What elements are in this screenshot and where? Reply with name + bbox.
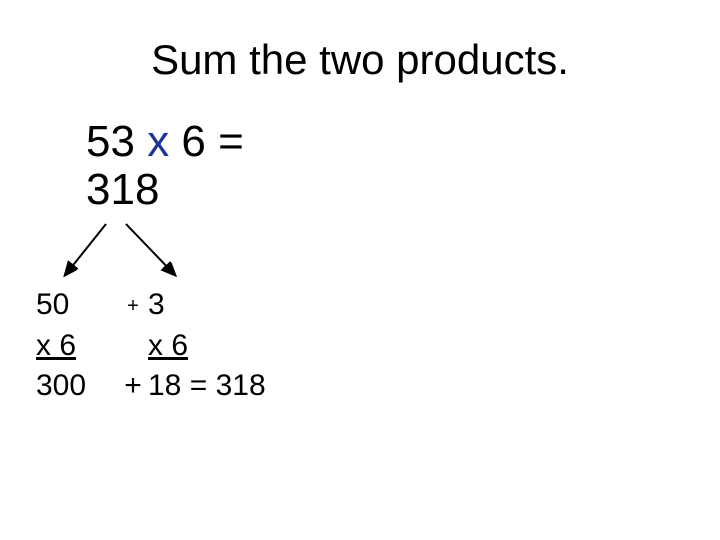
work-plus-small: + bbox=[118, 293, 148, 320]
work-right-mult: x 6 bbox=[148, 326, 208, 367]
work-right-product: 18 bbox=[148, 369, 181, 402]
work-equals: = bbox=[190, 369, 208, 402]
work-row-sum: 300+18 = 318 bbox=[36, 366, 266, 407]
slide: Sum the two products. 53 x 6 = 318 bbox=[0, 0, 720, 540]
work-left-addend: 50 bbox=[36, 285, 118, 326]
work-row-multipliers: x 6 x 6 bbox=[36, 326, 266, 367]
split-arrow-right-icon bbox=[0, 0, 720, 540]
work-plus-big: + bbox=[118, 366, 148, 407]
work-right-addend: 3 bbox=[148, 285, 208, 326]
work-block: 50+3 x 6x 6 300+18 = 318 bbox=[36, 285, 266, 407]
work-left-mult: x 6 bbox=[36, 326, 118, 367]
split-arrow-right-line bbox=[126, 224, 174, 274]
work-left-product: 300 bbox=[36, 366, 118, 407]
work-row-addends: 50+3 bbox=[36, 285, 266, 326]
work-sum: 318 bbox=[216, 369, 266, 402]
